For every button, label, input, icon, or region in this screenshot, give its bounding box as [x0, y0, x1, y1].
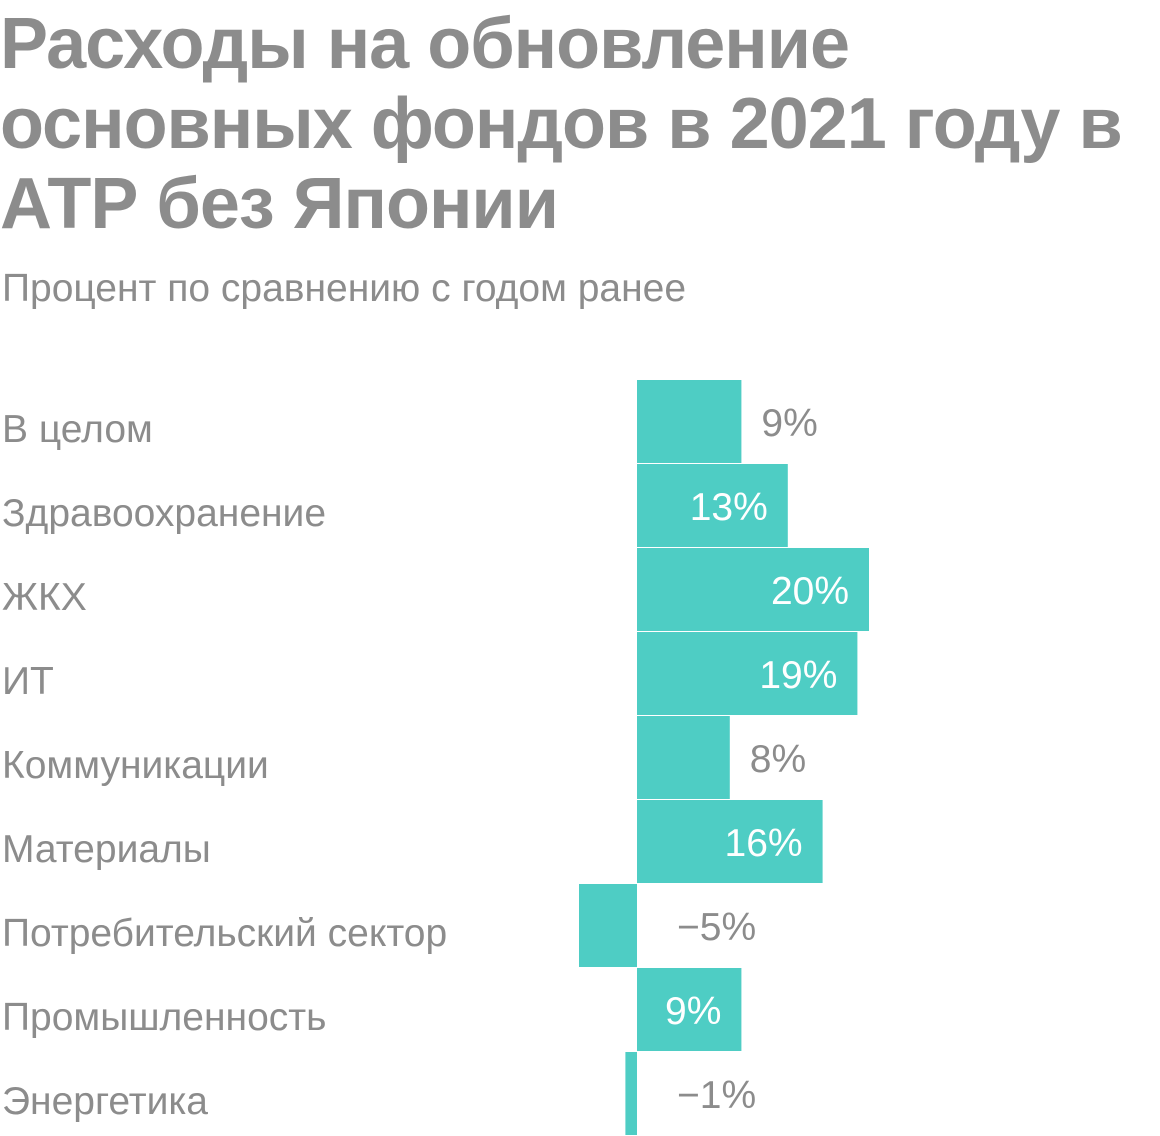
- value-label: 9%: [761, 402, 817, 445]
- value-label: −1%: [677, 1074, 756, 1117]
- chart-title: Расходы на обновление основных фондов в …: [0, 4, 1123, 244]
- category-label: ИТ: [2, 660, 54, 703]
- category-label: Энергетика: [2, 1080, 208, 1123]
- value-label: 16%: [725, 822, 803, 865]
- bars: [579, 380, 869, 1135]
- value-label: 13%: [690, 486, 768, 529]
- bar: [637, 548, 869, 631]
- category-label: ЖКХ: [2, 576, 87, 619]
- value-label: 19%: [759, 654, 837, 697]
- category-label: Материалы: [2, 828, 211, 871]
- value-label: 8%: [750, 738, 806, 781]
- bar: [579, 884, 637, 967]
- category-label: Промышленность: [2, 996, 326, 1039]
- bar: [637, 800, 823, 883]
- chart-subtitle: Процент по сравнению с годом ранее: [2, 267, 687, 310]
- bar: [637, 380, 742, 463]
- bar: [637, 632, 858, 715]
- bar: [637, 968, 742, 1051]
- category-label: В целом: [2, 408, 153, 451]
- category-label: Здравоохранение: [2, 492, 326, 535]
- value-label: −5%: [677, 906, 756, 949]
- category-label: Коммуникации: [2, 744, 269, 787]
- value-label: 9%: [665, 990, 721, 1033]
- value-labels: 9% 13%20% 19% 8% 16% −5% 9% −1%: [665, 402, 849, 1117]
- bar: [625, 1052, 637, 1135]
- bar: [637, 464, 788, 547]
- bar: [637, 716, 730, 799]
- category-labels: В целом Здравоохранение ЖКХ ИТ Коммуникации М…: [2, 408, 447, 1123]
- value-label: 20%: [771, 570, 849, 613]
- category-label: Потребительский сектор: [2, 912, 447, 955]
